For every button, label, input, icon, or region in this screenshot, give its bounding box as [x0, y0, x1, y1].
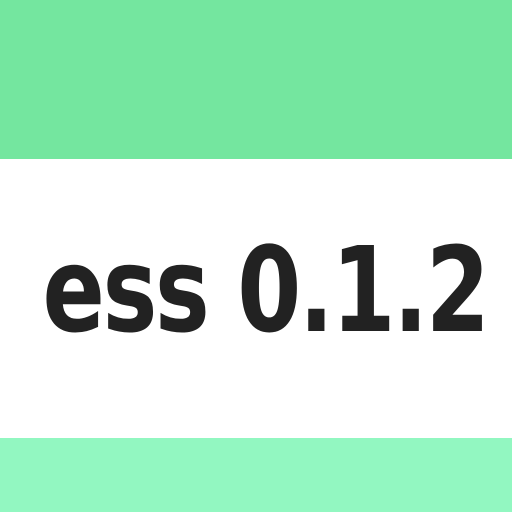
title-banner: ess 0.1.2: [0, 159, 512, 438]
version-title: ess 0.1.2: [42, 221, 490, 359]
footer-band: [0, 438, 512, 512]
header-band: [0, 0, 512, 159]
